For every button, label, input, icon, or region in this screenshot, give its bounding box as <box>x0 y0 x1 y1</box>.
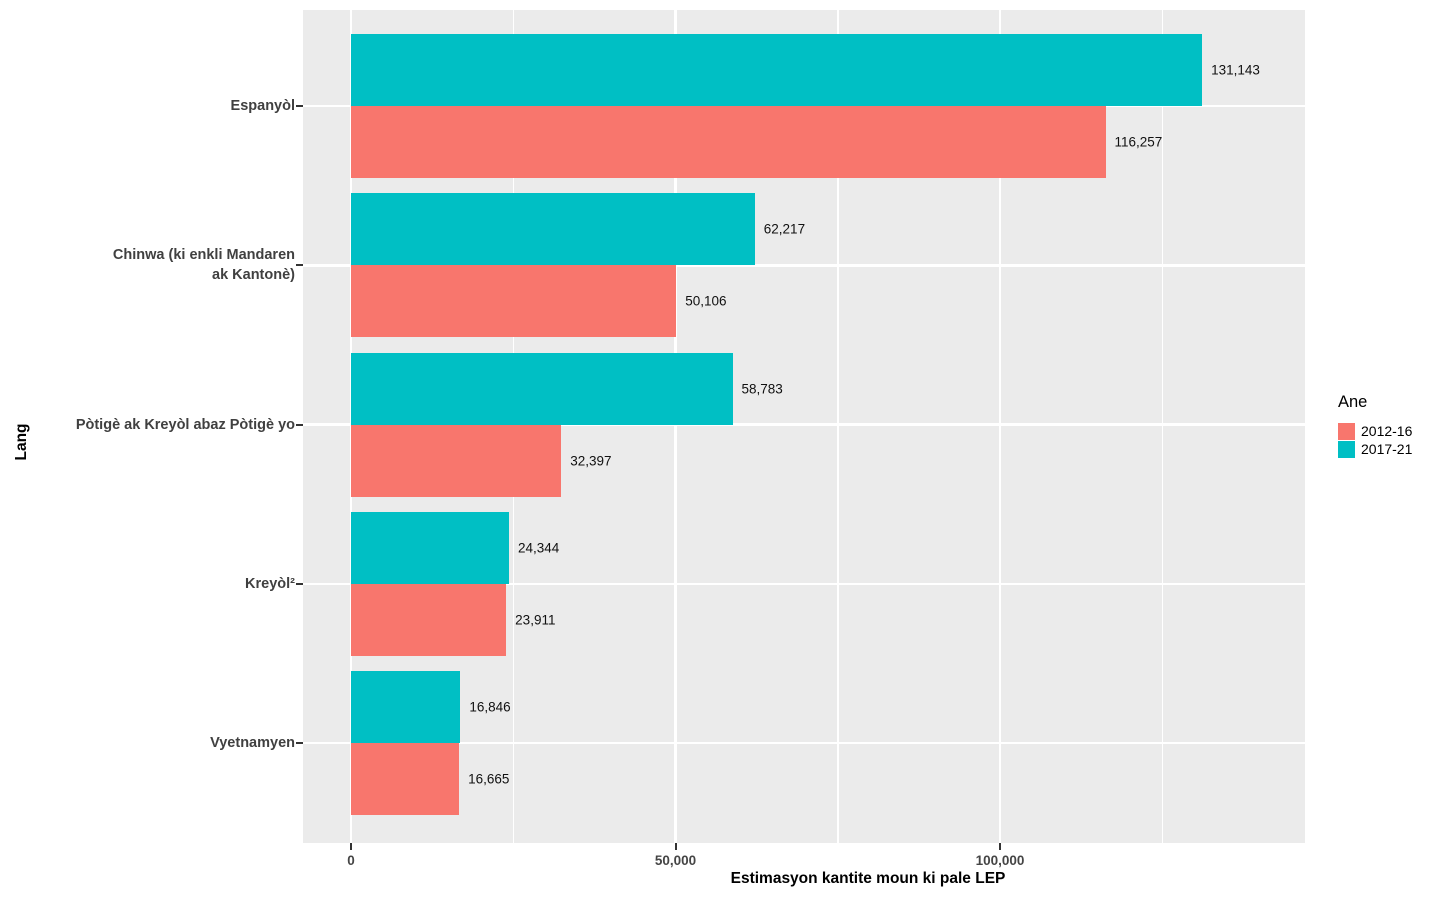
category-tick-label: Vyetnamyen <box>210 735 295 751</box>
legend-label: 2012-16 <box>1361 423 1413 439</box>
category-tick-label: Pòtigè ak Kreyòl abaz Pòtigè yo <box>75 416 295 433</box>
y-axis-tick <box>296 582 303 585</box>
h-gridline <box>303 423 1305 426</box>
v-gridline-major <box>674 10 677 843</box>
y-axis-tick <box>296 742 303 744</box>
h-gridline <box>303 582 1305 585</box>
legend-item: 2017-21 <box>1338 440 1412 458</box>
v-gridline-minor <box>1161 10 1163 843</box>
bar-value-label: 23,911 <box>515 612 556 628</box>
category-tick-label: Kreyòl² <box>245 575 295 592</box>
x-axis-tick <box>999 843 1001 850</box>
x-axis-tick <box>674 843 677 850</box>
bar-value-label: 16,846 <box>469 699 511 715</box>
h-gridline <box>303 264 1305 267</box>
plot-panel <box>303 10 1305 843</box>
bar-2012-16 <box>351 743 460 815</box>
bar-2012-16 <box>351 106 1106 178</box>
v-gridline-major <box>998 10 1002 843</box>
category-tick-label: Chinwa (ki enkli Mandaren ak Kantonè) <box>112 247 295 284</box>
bar-value-label: 24,344 <box>517 540 560 556</box>
v-gridline-minor <box>837 10 839 843</box>
legend: Ane 2012-16 2017-21 <box>1338 393 1412 458</box>
h-gridline <box>303 741 1305 745</box>
category-tick-label: Espanyòl <box>230 98 295 114</box>
y-axis-tick <box>296 105 303 107</box>
legend-key-2012-16 <box>1338 422 1355 440</box>
bar-2017-21 <box>351 352 733 425</box>
bar-2017-21 <box>351 193 755 266</box>
bar-2017-21 <box>351 511 509 584</box>
bar-value-label: 32,397 <box>570 453 612 468</box>
bar-value-label: 16,665 <box>468 771 510 787</box>
x-tick-label: 0 <box>347 853 355 868</box>
x-axis-title: Estimasyon kantite moun ki pale LEP <box>730 870 1006 887</box>
bar-value-label: 58,783 <box>741 381 783 396</box>
bar-2012-16 <box>351 583 507 656</box>
legend-key-2017-21 <box>1338 440 1355 458</box>
bar-value-label: 62,217 <box>763 221 806 237</box>
bar-2012-16 <box>351 265 677 338</box>
bar-2017-21 <box>351 34 1203 106</box>
x-tick-label: 100,000 <box>975 853 1025 868</box>
bar-value-label: 50,106 <box>685 293 727 309</box>
bar-value-label: 131,143 <box>1211 62 1260 78</box>
legend-label: 2017-21 <box>1361 441 1413 457</box>
y-axis-tick <box>296 264 303 267</box>
legend-item: 2012-16 <box>1338 422 1412 440</box>
bar-value-label: 116,257 <box>1114 134 1163 150</box>
bar-2017-21 <box>351 671 461 743</box>
legend-title: Ane <box>1338 393 1368 411</box>
y-axis-tick <box>296 423 303 426</box>
x-tick-label: 50,000 <box>654 853 697 868</box>
bar-2012-16 <box>351 424 562 497</box>
x-axis-tick <box>350 843 352 850</box>
